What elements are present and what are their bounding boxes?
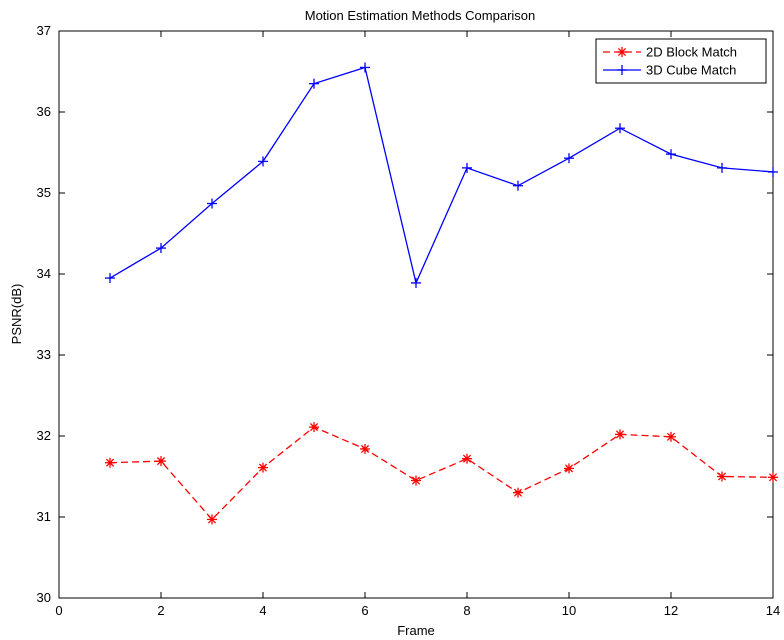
data-point	[105, 273, 115, 284]
data-point	[717, 162, 727, 173]
data-point	[411, 277, 421, 288]
data-point	[207, 198, 217, 209]
data-point	[513, 487, 523, 498]
data-point	[768, 472, 778, 483]
data-point	[615, 429, 625, 440]
data-point	[207, 514, 217, 525]
legend-box	[595, 38, 767, 84]
data-point	[309, 422, 319, 433]
x-tick-label: 10	[562, 603, 576, 618]
chart-title: Motion Estimation Methods Comparison	[305, 8, 536, 23]
data-point	[411, 475, 421, 486]
y-tick-label: 36	[37, 104, 51, 119]
data-point	[462, 162, 472, 173]
data-point	[717, 471, 727, 482]
series-layer	[105, 62, 778, 525]
y-tick-label: 35	[37, 185, 51, 200]
series-1	[105, 422, 778, 525]
x-tick-label: 2	[157, 603, 164, 618]
series-line	[109, 426, 774, 521]
y-tick-label: 37	[37, 23, 51, 38]
data-point	[666, 149, 676, 160]
data-point	[513, 180, 523, 191]
x-tick-label: 14	[766, 603, 780, 618]
series-line	[109, 66, 774, 285]
plot-area	[58, 30, 774, 599]
y-tick-label: 30	[37, 590, 51, 605]
data-point	[462, 453, 472, 464]
x-tick-label: 4	[259, 603, 266, 618]
data-point	[258, 462, 268, 473]
data-point	[156, 456, 166, 467]
x-tick-label: 0	[55, 603, 62, 618]
x-tick-label: 6	[361, 603, 368, 618]
x-tick-label: 12	[664, 603, 678, 618]
legend-label: 3D Cube Match	[646, 63, 736, 78]
data-point	[617, 65, 627, 75]
data-point	[156, 243, 166, 254]
series-2	[105, 62, 778, 288]
data-point	[309, 78, 319, 89]
y-tick-label: 33	[37, 347, 51, 362]
y-tick-label: 31	[37, 509, 51, 524]
data-point	[360, 62, 370, 73]
data-point	[105, 457, 115, 468]
data-point	[564, 153, 574, 164]
data-point	[666, 431, 676, 442]
x-axis-label: Frame	[397, 623, 435, 638]
legend: 2D Block Match 3D Cube Match	[595, 38, 767, 84]
data-point	[615, 123, 625, 134]
legend-item: 3D Cube Match	[603, 63, 736, 78]
legend-item: 2D Block Match	[603, 45, 737, 60]
data-point	[564, 463, 574, 474]
data-point	[768, 166, 778, 177]
data-point	[617, 47, 627, 57]
y-tick-label: 34	[37, 266, 51, 281]
x-axis: 0 2 4 6 8 10 12 14	[55, 31, 780, 618]
y-axis: 30 31 32 33 34 35 36 37	[37, 23, 773, 605]
data-point	[258, 156, 268, 167]
x-tick-label: 8	[463, 603, 470, 618]
data-point	[360, 443, 370, 454]
y-tick-label: 32	[37, 428, 51, 443]
y-axis-label: PSNR(dB)	[9, 284, 24, 345]
legend-label: 2D Block Match	[646, 45, 737, 60]
